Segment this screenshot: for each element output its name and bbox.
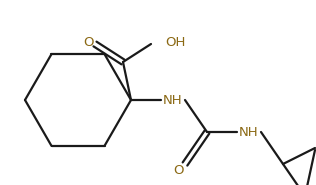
Text: NH: NH	[163, 93, 183, 107]
Text: O: O	[83, 36, 93, 48]
Text: OH: OH	[165, 36, 185, 48]
Text: O: O	[174, 164, 184, 177]
Text: NH: NH	[239, 125, 259, 139]
